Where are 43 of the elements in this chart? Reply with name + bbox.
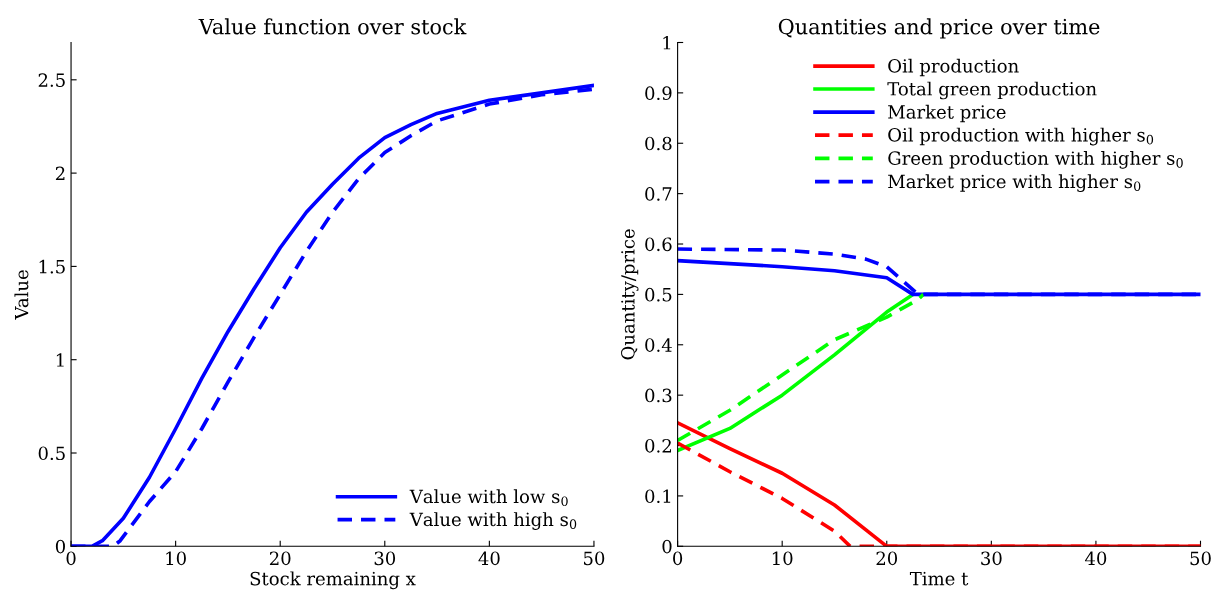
y-tick-label: 0.8 — [645, 136, 672, 151]
y-tick-label: 0.7 — [645, 187, 672, 201]
y-tick-label: 0.9 — [645, 86, 672, 100]
x-axis-title: Stock remaining x — [250, 571, 416, 590]
chart-title: Value function over stock — [198, 18, 467, 35]
y-tick-label: 2.5 — [38, 73, 65, 87]
x-tick-label: 0 — [66, 551, 76, 566]
legend-label: Value with high s$_{0}$ — [409, 512, 577, 530]
y-tick-label: 0.4 — [645, 338, 672, 352]
y-tick-label: 1 — [663, 35, 671, 50]
y-tick-label: 2 — [55, 166, 65, 180]
y-tick-label: 0.5 — [38, 446, 65, 461]
x-tick-label: 20 — [876, 551, 898, 566]
y-tick-label: 0.6 — [645, 237, 672, 252]
x-tick-label: 0 — [673, 551, 683, 566]
x-tick-label: 40 — [478, 551, 500, 566]
x-tick-label: 30 — [981, 551, 1002, 566]
y-tick-label: 0.5 — [645, 287, 672, 302]
x-tick-label: 10 — [772, 551, 793, 566]
y-tick-label: 0.2 — [645, 439, 671, 453]
y-axis-title: Value — [14, 270, 29, 320]
y-tick-label: 1 — [56, 353, 64, 367]
legend-label: Total green production — [887, 81, 1097, 100]
legend-label: Value with low s$_{0}$ — [409, 489, 568, 506]
legend-label: Green production with higher s$_{0}$ — [888, 150, 1183, 169]
legend-label: Market price with higher s$_{0}$ — [888, 174, 1141, 192]
y-tick-label: 0.1 — [645, 489, 671, 504]
y-tick-label: 1.5 — [39, 259, 65, 274]
y-tick-label: 0.3 — [645, 388, 672, 403]
x-tick-label: 30 — [374, 551, 396, 566]
y-axis-title: Quantity/price — [621, 229, 639, 360]
x-tick-label: 50 — [1190, 551, 1211, 566]
x-tick-label: 10 — [166, 551, 186, 566]
legend-label: Market price — [888, 104, 1006, 123]
x-tick-label: 20 — [269, 551, 291, 566]
x-axis-title: Time t — [909, 571, 969, 586]
y-tick-label: 0 — [662, 539, 672, 554]
y-tick-label: 0 — [55, 539, 65, 554]
legend-label: Oil production — [888, 58, 1019, 77]
x-tick-label: 40 — [1084, 551, 1107, 566]
chart-title: Quantities and price over time — [778, 18, 1100, 39]
x-tick-label: 50 — [583, 551, 605, 566]
legend-label: Oil production with higher s$_{0}$ — [888, 127, 1154, 146]
